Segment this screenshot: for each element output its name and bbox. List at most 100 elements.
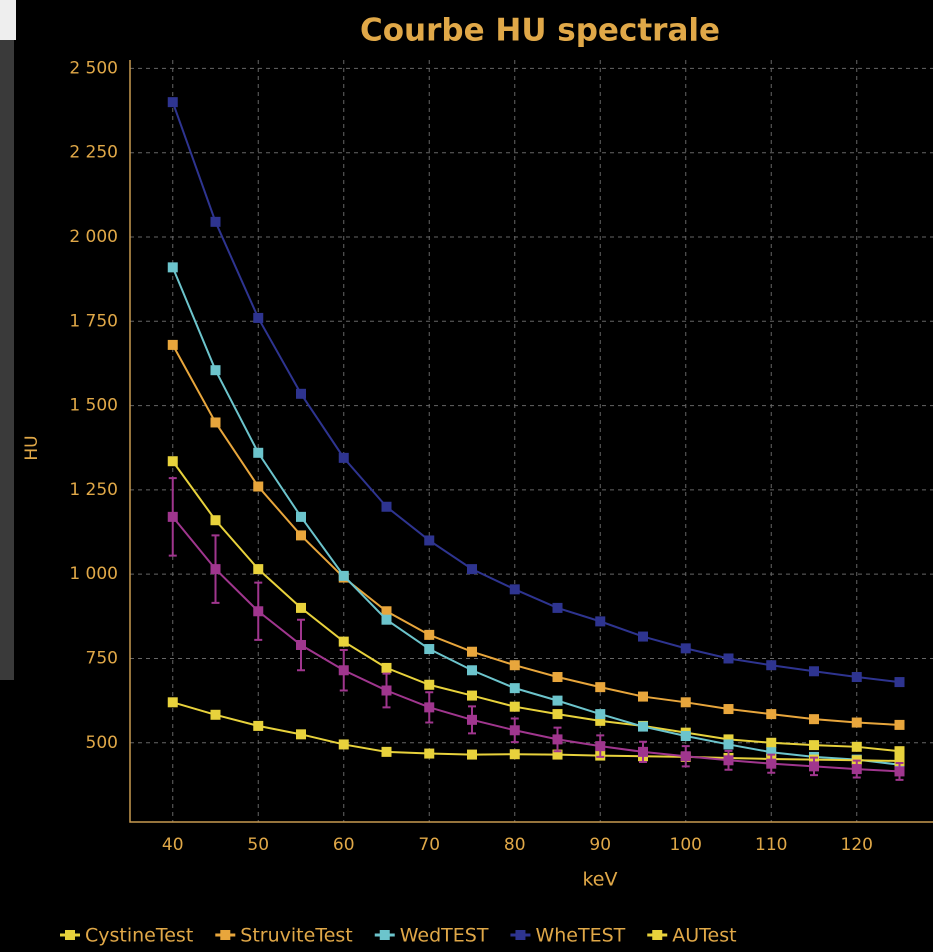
point-marker	[894, 755, 905, 766]
point-marker	[210, 564, 221, 575]
point-marker	[467, 646, 477, 657]
point-marker	[338, 739, 349, 750]
series-line	[171, 516, 900, 773]
point-marker	[595, 616, 606, 627]
point-marker	[809, 740, 819, 751]
point-marker	[253, 720, 264, 731]
point-marker	[296, 511, 306, 522]
x-tick-label: 100	[670, 835, 702, 855]
series-line	[171, 266, 900, 766]
point-marker	[552, 749, 563, 760]
point-marker	[210, 417, 221, 428]
point-marker	[766, 709, 777, 720]
point-marker	[509, 749, 520, 760]
point-marker	[552, 709, 563, 720]
point-marker	[167, 697, 178, 708]
legend-label: StruviteTest	[240, 925, 352, 947]
point-marker	[680, 697, 691, 708]
point-marker	[809, 666, 819, 677]
legend-label: CystineTest	[85, 925, 193, 947]
legend-label: AUTest	[672, 925, 736, 947]
point-marker	[253, 606, 264, 617]
point-marker	[552, 672, 563, 683]
point-marker	[381, 501, 392, 512]
legend-marker	[65, 930, 75, 940]
point-marker	[381, 746, 392, 757]
point-marker	[552, 734, 563, 745]
point-marker	[424, 644, 435, 655]
point-marker	[766, 737, 777, 748]
x-tick-label: 110	[755, 835, 787, 855]
point-marker	[509, 660, 520, 671]
point-marker	[167, 339, 178, 350]
point-marker	[253, 447, 264, 458]
point-marker	[766, 758, 777, 769]
point-marker	[467, 714, 477, 725]
point-marker	[766, 747, 777, 758]
point-marker	[595, 682, 606, 693]
y-tick-label: 1 500	[69, 396, 118, 416]
point-marker	[338, 570, 349, 581]
point-marker	[253, 481, 264, 492]
point-marker	[381, 606, 392, 617]
point-marker	[638, 721, 648, 732]
point-marker	[210, 216, 221, 227]
point-marker	[680, 731, 691, 742]
x-tick-label: 50	[247, 835, 269, 855]
point-marker	[167, 511, 178, 522]
point-marker	[723, 704, 734, 715]
y-tick-label: 2 250	[69, 143, 118, 163]
point-marker	[509, 725, 520, 736]
point-marker	[253, 312, 264, 323]
point-marker	[210, 365, 221, 376]
point-marker	[851, 717, 862, 728]
point-marker	[167, 262, 178, 273]
y-tick-label: 1 250	[69, 480, 118, 500]
point-marker	[723, 734, 734, 745]
y-tick-label: 2 500	[69, 58, 118, 78]
point-marker	[296, 729, 306, 740]
point-marker	[424, 535, 435, 546]
point-marker	[467, 690, 477, 701]
point-marker	[381, 614, 392, 625]
point-marker	[424, 629, 435, 640]
y-axis-label: HU	[22, 435, 42, 460]
legend-label: WedTEST	[400, 925, 489, 947]
x-axis-label: keV	[582, 869, 617, 891]
point-marker	[167, 456, 178, 467]
point-marker	[809, 761, 819, 772]
point-marker	[424, 679, 435, 690]
point-marker	[296, 530, 306, 541]
point-marker	[210, 709, 221, 720]
point-marker	[638, 691, 648, 702]
series-line	[171, 101, 900, 684]
point-marker	[381, 685, 392, 696]
x-tick-label: 60	[333, 835, 355, 855]
x-tick-label: 40	[162, 835, 184, 855]
point-marker	[894, 719, 905, 730]
point-marker	[467, 665, 477, 676]
x-tick-label: 90	[589, 835, 611, 855]
point-marker	[296, 639, 306, 650]
point-marker	[509, 584, 520, 595]
x-tick-label: 70	[418, 835, 440, 855]
point-marker	[467, 564, 477, 575]
point-marker	[296, 388, 306, 399]
legend-marker	[379, 930, 390, 940]
point-marker	[723, 739, 734, 750]
point-marker	[424, 748, 435, 759]
point-marker	[680, 751, 691, 762]
point-marker	[509, 683, 520, 694]
legend-marker	[652, 930, 663, 940]
point-marker	[851, 741, 862, 752]
point-marker	[253, 564, 264, 575]
y-tick-label: 1 000	[69, 564, 118, 584]
point-marker	[595, 715, 606, 726]
y-tick-label: 2 000	[69, 227, 118, 247]
axis-frame	[129, 60, 933, 823]
point-marker	[638, 631, 648, 642]
background-photo-edge	[0, 40, 14, 680]
plot-area	[167, 97, 905, 781]
